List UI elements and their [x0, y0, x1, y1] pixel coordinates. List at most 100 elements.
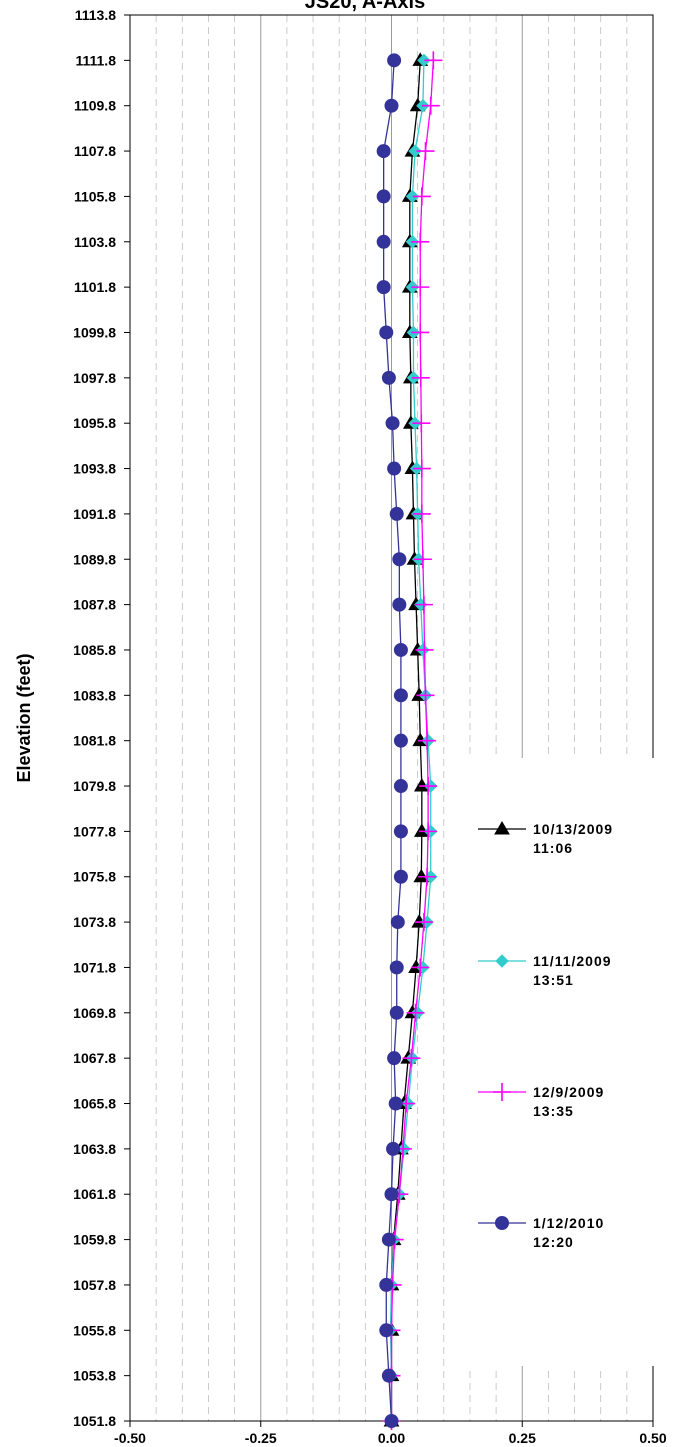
data-point	[411, 958, 430, 977]
data-point	[392, 552, 407, 567]
tick-labels: 1113.8 1111.8 1109.8 1107.8 1105.8 1103.8 1101…	[73, 7, 667, 1446]
data-point	[411, 323, 430, 342]
y-tick-label: 1059.8	[73, 1232, 116, 1248]
data-point	[379, 1323, 394, 1338]
y-tick-label: 1079.8	[73, 778, 116, 794]
y-tick-label: 1069.8	[73, 1005, 116, 1021]
x-tick-label: 0.50	[639, 1430, 666, 1446]
data-point	[418, 867, 437, 886]
legend-label-time: 13:51	[533, 972, 574, 988]
y-tick-label: 1053.8	[73, 1368, 116, 1384]
y-tick-label: 1093.8	[73, 461, 116, 477]
data-point	[381, 1368, 396, 1383]
data-point	[390, 915, 405, 930]
data-point	[413, 550, 432, 569]
y-tick-label: 1083.8	[73, 687, 116, 703]
data-point	[416, 686, 435, 705]
data-point	[384, 1414, 399, 1428]
data-point	[379, 1277, 394, 1292]
data-point	[421, 96, 440, 115]
data-point	[385, 416, 400, 431]
data-point	[418, 731, 437, 750]
data-point	[381, 1232, 396, 1247]
legend-label: 1/12/2010	[533, 1215, 604, 1231]
y-tick-label: 1081.8	[73, 733, 116, 749]
legend-entry-2: 11/11/2009 13:51	[478, 953, 612, 988]
y-tick-label: 1105.8	[74, 188, 116, 204]
y-tick-label: 1077.8	[73, 823, 116, 839]
y-tick-label: 1065.8	[73, 1096, 116, 1112]
data-point	[384, 98, 399, 113]
x-tick-label: -0.50	[114, 1430, 146, 1446]
data-point	[386, 1141, 401, 1156]
data-point	[417, 53, 431, 68]
series-4	[376, 53, 408, 1428]
data-point	[381, 370, 396, 385]
legend-entry-1: 10/13/2009 11:06	[478, 821, 612, 856]
y-tick-label: 1109.8	[74, 98, 116, 114]
x-tick-label: -0.25	[245, 1430, 277, 1446]
data-point	[389, 960, 404, 975]
data-point	[387, 53, 402, 68]
data-point	[376, 144, 391, 159]
data-point	[376, 280, 391, 295]
y-tick-label: 1103.8	[74, 234, 116, 250]
data-point	[388, 1096, 403, 1111]
series	[376, 51, 443, 1430]
y-tick-label: 1063.8	[73, 1141, 116, 1157]
legend-entry-4: 1/12/2010 12:20	[478, 1215, 604, 1250]
y-tick-label: 1101.8	[74, 279, 116, 295]
data-point	[393, 779, 408, 794]
data-point	[376, 189, 391, 204]
x-tick-label: 0.25	[509, 1430, 536, 1446]
y-tick-label: 1071.8	[73, 959, 116, 975]
legend-label: 11/11/2009	[533, 953, 612, 969]
legend-marker	[494, 821, 510, 835]
y-tick-label: 1091.8	[73, 506, 116, 522]
data-point	[412, 414, 431, 433]
chart-title: JS20, A-Axis	[305, 0, 425, 13]
data-point	[387, 461, 402, 476]
data-point	[389, 1005, 404, 1020]
data-point	[411, 232, 430, 251]
data-point	[416, 142, 435, 161]
grid	[155, 15, 628, 1421]
data-point	[393, 642, 408, 657]
y-tick-label: 1099.8	[73, 324, 116, 340]
y-tick-label: 1051.8	[73, 1413, 116, 1429]
y-tick-label: 1055.8	[73, 1322, 116, 1338]
data-point	[419, 777, 438, 796]
data-point	[414, 595, 433, 614]
y-tick-label: 1073.8	[73, 914, 116, 930]
legend-label-time: 11:06	[533, 840, 573, 856]
data-point	[413, 868, 430, 883]
data-point	[393, 869, 408, 884]
y-tick-label: 1095.8	[73, 415, 116, 431]
legend-background	[461, 758, 676, 1366]
legend-entry-3: 12/9/2009 13:35	[478, 1083, 604, 1119]
data-point	[424, 51, 443, 70]
data-point	[393, 824, 408, 839]
data-point	[406, 1003, 425, 1022]
data-point	[402, 1049, 421, 1068]
y-tick-label: 1089.8	[73, 551, 116, 567]
y-tick-label: 1107.8	[74, 143, 116, 159]
data-point	[379, 325, 394, 340]
data-point	[411, 368, 430, 387]
y-tick-label: 1113.8	[75, 7, 116, 23]
legend-marker	[495, 954, 509, 968]
data-point	[415, 640, 434, 659]
data-point	[412, 187, 431, 206]
data-point	[393, 688, 408, 703]
legend-label-time: 12:20	[533, 1234, 574, 1250]
data-point	[414, 913, 433, 932]
legend-label: 12/9/2009	[533, 1084, 604, 1100]
data-point	[411, 278, 430, 297]
data-point	[376, 234, 391, 249]
data-point	[392, 597, 407, 612]
legend: 10/13/200911:0611/11/200913:5112/9/20091…	[478, 821, 612, 1250]
data-point	[412, 459, 431, 478]
data-point	[405, 189, 420, 204]
legend-marker	[493, 1083, 511, 1101]
